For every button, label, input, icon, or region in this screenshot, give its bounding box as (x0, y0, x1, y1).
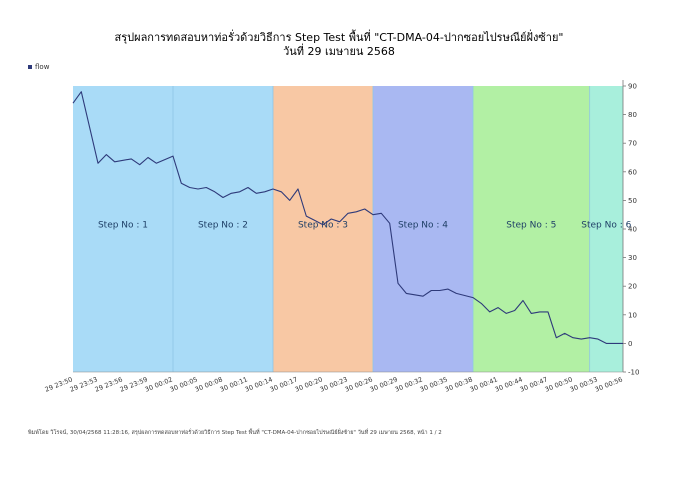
step-band-1 (73, 86, 173, 372)
x-tick-label-1: 29 23:53 (69, 375, 99, 393)
y-tick-label-90: 90 (628, 83, 637, 91)
x-tick-label-15: 30 00:35 (419, 375, 449, 393)
chart-title-line2: วันที่ 29 เมษายน 2568 (283, 45, 395, 58)
x-tick-label-4: 30 00:02 (144, 375, 174, 393)
x-tick-label-19: 30 00:47 (519, 375, 549, 393)
step-label-6: Step No : 6 (581, 221, 631, 231)
series-line-flow (72, 91, 623, 344)
x-tick-label-5: 30 00:05 (169, 375, 199, 393)
chart-title-line1: สรุปผลการทดสอบหาท่อรั่วด้วยวิธีการ Step … (114, 31, 564, 44)
x-tick-label-13: 30 00:29 (369, 375, 399, 393)
x-tick-label-3: 29 23:59 (119, 375, 149, 393)
x-tick-label-7: 30 00:11 (219, 375, 249, 393)
step-band-6 (589, 86, 623, 372)
x-tick-label-10: 30 00:20 (294, 375, 324, 393)
legend-label-flow: flow (35, 63, 50, 71)
x-tick-label-11: 30 00:23 (319, 375, 349, 393)
x-tick-label-14: 30 00:32 (394, 375, 424, 393)
step-label-2: Step No : 2 (198, 221, 248, 231)
legend: flow (28, 63, 49, 71)
y-tick-label-70: 70 (628, 140, 637, 148)
step-label-5: Step No : 5 (506, 221, 556, 231)
x-tick-label-21: 30 00:53 (569, 375, 599, 393)
y-tick-label-80: 80 (628, 111, 637, 119)
y-tick-label--10: -10 (628, 369, 639, 377)
step-label-1: Step No : 1 (98, 221, 148, 231)
y-tick-label-30: 30 (628, 254, 637, 262)
step-label-4: Step No : 4 (398, 221, 448, 231)
x-tick-label-2: 29 23:56 (94, 375, 124, 393)
y-tick-label-50: 50 (628, 197, 637, 205)
y-tick-label-60: 60 (628, 168, 637, 176)
x-tick-label-12: 30 00:26 (344, 375, 374, 393)
y-tick-label-0: 0 (628, 340, 632, 348)
step-band-4 (373, 86, 473, 372)
x-tick-label-22: 30 00:56 (594, 375, 624, 393)
step-band-5 (473, 86, 590, 372)
legend-swatch-flow (28, 65, 32, 69)
x-tick-label-16: 30 00:38 (444, 375, 474, 393)
x-tick-label-18: 30 00:44 (494, 375, 524, 393)
y-tick-label-20: 20 (628, 283, 637, 291)
step-band-3 (273, 86, 373, 372)
x-tick-label-0: 29 23:50 (44, 375, 74, 393)
step-label-3: Step No : 3 (298, 221, 348, 231)
x-tick-label-9: 30 00:17 (269, 375, 299, 393)
x-tick-label-20: 30 00:50 (544, 375, 574, 393)
x-tick-label-17: 30 00:41 (469, 375, 499, 393)
y-tick-label-40: 40 (628, 226, 637, 234)
print-footer: พิมพ์โดย วิโรจน์, 30/04/2568 11:28:16, ส… (28, 430, 442, 436)
step-band-2 (173, 86, 273, 372)
x-tick-label-6: 30 00:08 (194, 375, 224, 393)
y-tick-label-10: 10 (628, 311, 637, 319)
x-tick-label-8: 30 00:14 (244, 375, 274, 393)
